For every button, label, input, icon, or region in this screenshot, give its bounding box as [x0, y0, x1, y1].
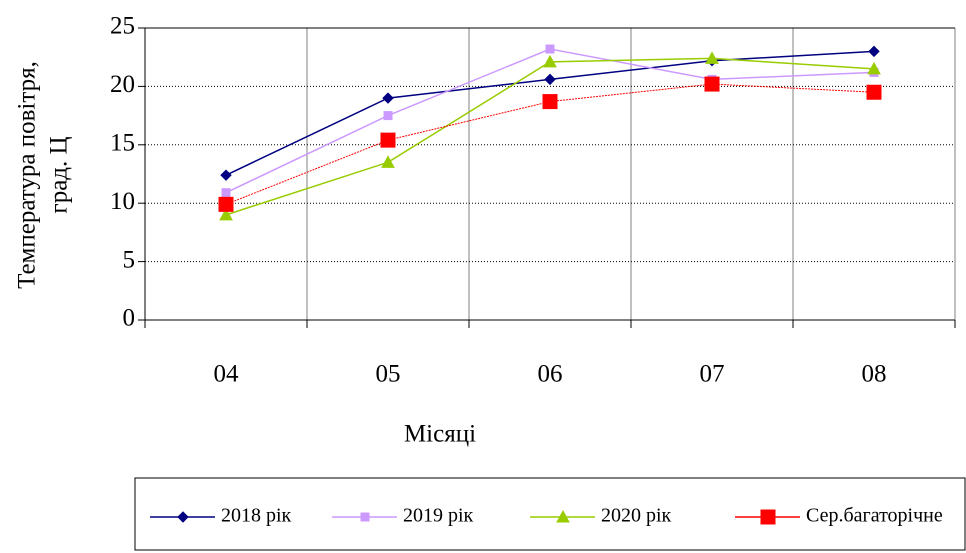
- legend-marker: [360, 512, 370, 522]
- series-line: [225, 48, 875, 194]
- marker: [380, 132, 396, 148]
- grid: [145, 27, 956, 320]
- y-axis-label: Температура повітря, град. Ц: [14, 61, 73, 289]
- marker: [382, 92, 394, 104]
- y-tick-label: 25: [110, 13, 135, 40]
- y-tick-label: 5: [123, 246, 136, 273]
- marker: [381, 155, 395, 168]
- x-tick-label: 07: [700, 361, 725, 388]
- marker: [383, 111, 393, 121]
- y-tick-label: 10: [110, 188, 135, 215]
- marker: [705, 51, 719, 64]
- marker: [868, 45, 880, 58]
- x-tick-label: 08: [862, 361, 887, 388]
- marker: [218, 196, 234, 212]
- legend-box: [134, 477, 966, 551]
- x-tick-label: 06: [538, 361, 563, 388]
- legend-marker: [556, 509, 570, 523]
- marker: [221, 188, 231, 198]
- legend-label: 2020 рік: [601, 505, 672, 527]
- y-axis-label-line: Температура повітря,: [14, 61, 41, 289]
- series-line: [225, 50, 875, 176]
- legend-label: Сер.багаторічне: [806, 505, 943, 527]
- x-axis-label: Місяці: [404, 421, 476, 448]
- y-tick-label: 0: [123, 305, 136, 332]
- marker: [219, 207, 233, 221]
- legend-marker: [177, 511, 189, 523]
- y-tick-label: 15: [110, 130, 135, 157]
- marker: [542, 94, 558, 110]
- marker: [220, 169, 232, 181]
- marker: [545, 44, 555, 54]
- legend-label: 2018 рік: [221, 505, 292, 527]
- y-axis-label-line: град. Ц: [46, 136, 73, 213]
- legend-marker: [760, 509, 776, 525]
- marker: [866, 84, 882, 100]
- legend-label: 2019 рік: [403, 505, 474, 527]
- marker: [544, 73, 556, 86]
- marker: [867, 61, 881, 75]
- x-tick-label: 04: [214, 361, 240, 388]
- y-tick-label: 20: [110, 71, 135, 98]
- x-tick-label: 05: [376, 361, 401, 388]
- marker: [704, 76, 720, 92]
- marker: [543, 54, 557, 68]
